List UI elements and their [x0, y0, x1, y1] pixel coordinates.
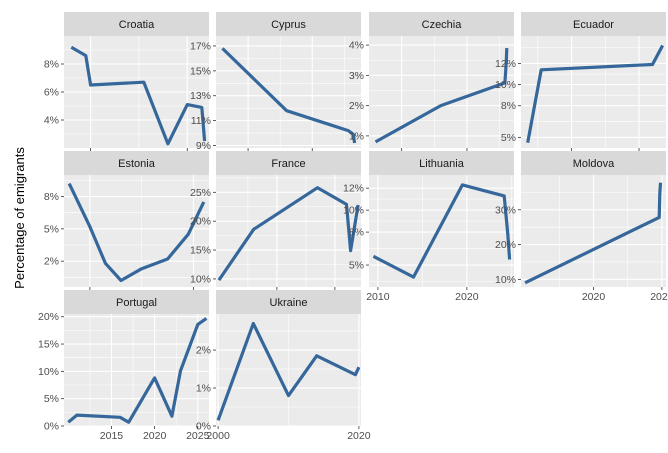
facet-title: Portugal [116, 297, 157, 309]
y-tick-label: 15% [190, 245, 211, 257]
facet-strip [64, 151, 209, 175]
y-tick-label: 5% [349, 260, 364, 272]
y-tick-label: 10% [38, 366, 59, 378]
y-tick-label: 5% [44, 223, 59, 235]
panel-background [216, 175, 361, 287]
x-tick-label: 2025 [186, 430, 210, 442]
y-tick-label: 1% [349, 130, 364, 142]
series-line [526, 44, 665, 143]
facet-moldova: Moldova 10% 20% 30% 2020 2025 [495, 151, 668, 303]
y-tick-label: 17% [190, 40, 211, 52]
x-tick-label: 2010 [366, 291, 390, 303]
facet-title: Estonia [118, 158, 156, 170]
facet-portugal: Portugal 0% 5% 10% 15% 20% 2015 2020 2025 [38, 290, 210, 442]
facet-title: Ecuador [573, 19, 614, 31]
panel-background [369, 36, 514, 148]
y-tick-label: 5% [501, 132, 516, 144]
x-tick-label: 2020 [455, 291, 479, 303]
y-tick-label: 10% [343, 205, 364, 217]
y-tick-label: 6% [44, 87, 59, 99]
facet-strip [521, 151, 666, 175]
series-line [67, 317, 208, 424]
facet-strip [64, 290, 209, 314]
y-tick-label: 1% [196, 383, 211, 395]
facet-panels: Croatia 4% 6% 8% 2000 2020 Cyprus 9% 11% 13% 15% 17… [38, 12, 668, 442]
y-tick-label: 8% [44, 59, 59, 71]
y-tick-label: 5% [44, 393, 59, 405]
y-tick-label: 13% [190, 90, 211, 102]
x-tick-label: 2000 [206, 430, 230, 442]
facet-strip [521, 12, 666, 36]
panel-background [521, 36, 666, 148]
x-tick-label: 2020 [347, 430, 371, 442]
facet-title: Lithuania [419, 158, 465, 170]
y-tick-label: 10% [495, 274, 516, 286]
series-line [221, 47, 357, 144]
facet-title: Ukraine [270, 297, 308, 309]
y-tick-label: 4% [349, 40, 364, 52]
y-tick-label: 8% [44, 191, 59, 203]
panel-background [64, 175, 209, 287]
y-tick-label: 8% [349, 227, 364, 239]
y-tick-label: 3% [349, 70, 364, 82]
y-tick-label: 0% [196, 421, 211, 433]
y-tick-label: 12% [343, 183, 364, 195]
y-tick-label: 20% [38, 311, 59, 323]
y-tick-label: 15% [38, 339, 59, 351]
series-line [70, 45, 207, 146]
facet-title: Cyprus [271, 19, 306, 31]
y-tick-label: 20% [190, 216, 211, 228]
facet-title: Czechia [422, 19, 463, 31]
y-tick-label: 12% [495, 58, 516, 70]
y-axis-label: Percentage of emigrants [12, 147, 27, 289]
series-line [67, 182, 206, 283]
facet-title: Moldova [573, 158, 615, 170]
y-tick-label: 11% [191, 115, 211, 127]
facet-title: Croatia [119, 19, 155, 31]
series-line [524, 182, 663, 285]
facet-strip [369, 151, 514, 175]
facet-strip [369, 12, 514, 36]
series-line [216, 321, 361, 421]
y-tick-label: 2% [196, 345, 211, 357]
x-tick-label: 2020 [582, 291, 606, 303]
y-tick-label: 2% [44, 256, 59, 268]
y-tick-label: 10% [190, 273, 211, 285]
series-line [372, 183, 512, 279]
facet-title: France [271, 158, 305, 170]
y-tick-label: 25% [190, 187, 211, 199]
y-tick-label: 4% [44, 115, 59, 127]
y-tick-label: 2% [349, 100, 364, 112]
series-line [217, 186, 360, 282]
y-tick-label: 15% [190, 65, 211, 77]
y-tick-label: 8% [501, 100, 516, 112]
y-tick-label: 9% [196, 140, 211, 152]
facet-strip [216, 290, 361, 314]
x-tick-label: 2015 [100, 430, 124, 442]
x-tick-label: 2020 [143, 430, 167, 442]
facet-ukraine: Ukraine 0% 1% 2% 2000 2020 [196, 290, 371, 442]
facet-strip [216, 12, 361, 36]
facet-strip [64, 12, 209, 36]
panel-background [216, 36, 361, 148]
series-line [374, 48, 509, 144]
y-tick-label: 20% [495, 239, 516, 251]
y-tick-label: 10% [495, 79, 516, 91]
y-tick-label: 30% [495, 204, 516, 216]
facet-strip [216, 151, 361, 175]
y-tick-label: 0% [44, 421, 59, 433]
facet-lithuania: Lithuania 5% 8% 10% 12% 2010 2020 [343, 151, 514, 303]
x-tick-label: 2025 [650, 291, 668, 303]
